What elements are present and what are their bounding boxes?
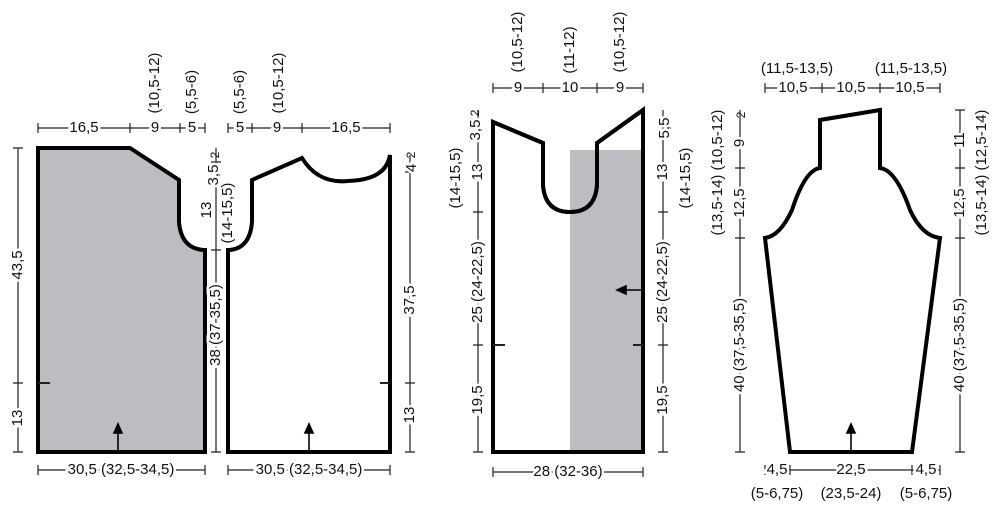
sleeve-right-1: 11 <box>951 132 968 148</box>
sleeve-bottom-3: 4,5 <box>916 461 937 478</box>
back-top-alt-3: (10,5-12) <box>611 12 628 73</box>
sleeve-top-2: 10,5 <box>836 79 865 96</box>
left-front-top-3: 5 <box>188 119 196 136</box>
left-front-right-5: 38 (37-35,5) <box>207 284 224 366</box>
back-top-2: 10 <box>562 79 579 96</box>
sleeve-left-2: 9 <box>731 139 748 147</box>
back-shaded-half <box>570 150 643 452</box>
left-front-bottom: 30,5 (32,5-34,5) <box>68 461 175 478</box>
direction-arrows <box>112 284 857 452</box>
back-left-6: 19,5 <box>469 385 486 414</box>
sleeve-top-alt-2: (11,5-13,5) <box>875 60 947 77</box>
sleeve-bottom-alt-1: (5-6,75) <box>751 485 804 502</box>
right-front-bottom: 30,5 (32,5-34,5) <box>256 461 363 478</box>
back-top-alt-2: (11-12) <box>561 26 578 73</box>
sleeve-top-alt-1: (11,5-13,5) <box>761 60 833 77</box>
back-right-4: 25 (24-22,5) <box>654 241 671 323</box>
left-front-right-3: 13 <box>198 202 215 219</box>
left-front-right-4: (14-15,5) <box>219 183 236 244</box>
sleeve-bottom-alt-2: (23,5-24) <box>821 485 882 502</box>
right-front-right-1: 4 <box>403 164 420 172</box>
sleeve-left-4: 12,5 <box>731 188 748 217</box>
sleeve-left-6: 40 (37,5-35,5) <box>731 298 748 392</box>
right-front-right-4: 13 <box>401 407 418 424</box>
back-top-1: 9 <box>514 79 522 96</box>
back-top-3: 9 <box>616 79 624 96</box>
left-front-top-alt-1: (10,5-12) <box>146 53 163 114</box>
right-front-top-2: 9 <box>273 119 281 136</box>
right-front-top-3: 16,5 <box>331 119 360 136</box>
right-front-right-2: 2 <box>404 151 418 158</box>
left-front-right-1: 3,5 <box>205 165 222 186</box>
sleeve-bottom-1: 4,5 <box>767 461 788 478</box>
right-front-piece <box>226 154 392 454</box>
sleeve-right-5: 40 (37,5-35,5) <box>951 298 968 392</box>
right-front-top-alt-2: (10,5-12) <box>270 53 287 114</box>
back-right-1: 5,5 <box>656 118 673 139</box>
sleeve-top-1: 10,5 <box>778 79 807 96</box>
sleeve-right-4: (13,5-14) <box>973 175 990 236</box>
right-front-top-1: 5 <box>236 119 244 136</box>
sleeve-bottom-alt-3: (5-6,75) <box>900 485 953 502</box>
left-front-top-alt-2: (5,5-6) <box>183 70 200 114</box>
back-bottom: 28 (32-36) <box>533 463 602 480</box>
back-left-1: 3,5 <box>467 120 484 141</box>
back-right-3: (14-15,5) <box>677 148 694 209</box>
back-top-alt-1: (10,5-12) <box>509 12 526 73</box>
left-front-right-2: 2 <box>208 151 222 158</box>
sleeve-left-5: (13,5-14) <box>709 175 726 236</box>
left-front-piece <box>36 146 207 454</box>
sleeve-top-3: 10,5 <box>895 79 924 96</box>
back-right-2: 13 <box>654 164 671 181</box>
left-front-top-2: 9 <box>151 119 159 136</box>
back-neck-fill <box>545 150 570 210</box>
dimension-lines <box>13 83 965 477</box>
back-left-3: 13 <box>469 164 486 181</box>
back-piece-outline <box>491 106 645 454</box>
marker-lines <box>38 344 643 384</box>
left-front-left-2: 13 <box>9 410 26 427</box>
sleeve-left-1: 2 <box>734 111 748 118</box>
left-front-left-1: 43,5 <box>9 250 26 279</box>
back-left-5: 25 (24-22,5) <box>469 241 486 323</box>
sleeve-right-3: 12,5 <box>951 188 968 217</box>
back-left-2: 2 <box>468 109 482 116</box>
right-front-right-3: 37,5 <box>401 285 418 314</box>
sleeve-bottom-2: 22,5 <box>836 461 865 478</box>
back-right-5: 19,5 <box>654 385 671 414</box>
sleeve-piece <box>762 107 943 454</box>
left-front-top-1: 16,5 <box>69 119 98 136</box>
back-left-4: (14-15,5) <box>447 148 464 209</box>
right-front-top-alt-1: (5,5-6) <box>231 70 248 114</box>
sleeve-left-3: (10,5-12) <box>709 110 726 171</box>
sleeve-right-2: (12,5-14) <box>973 110 990 171</box>
